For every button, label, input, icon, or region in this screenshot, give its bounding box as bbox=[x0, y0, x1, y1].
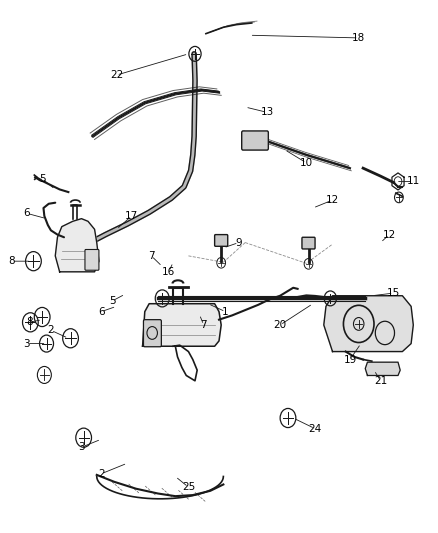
Text: 8: 8 bbox=[8, 256, 15, 266]
Polygon shape bbox=[365, 362, 400, 375]
Text: 3: 3 bbox=[24, 338, 30, 349]
Text: 10: 10 bbox=[300, 158, 313, 168]
Text: 22: 22 bbox=[110, 70, 123, 80]
Text: 7: 7 bbox=[148, 251, 155, 261]
Text: 2: 2 bbox=[98, 469, 104, 479]
Text: 11: 11 bbox=[406, 176, 420, 187]
Text: 6: 6 bbox=[98, 306, 104, 317]
Text: 20: 20 bbox=[274, 320, 287, 330]
FancyBboxPatch shape bbox=[242, 131, 268, 150]
Text: 5: 5 bbox=[39, 174, 46, 184]
Text: 9: 9 bbox=[235, 238, 242, 247]
Text: 5: 5 bbox=[109, 296, 115, 306]
Text: 6: 6 bbox=[24, 208, 30, 219]
Text: 3: 3 bbox=[78, 442, 85, 452]
Text: 18: 18 bbox=[352, 33, 365, 43]
Text: 25: 25 bbox=[182, 482, 195, 492]
Polygon shape bbox=[324, 296, 413, 352]
Text: 16: 16 bbox=[162, 267, 175, 277]
Polygon shape bbox=[55, 219, 99, 272]
FancyBboxPatch shape bbox=[144, 320, 161, 347]
Text: 2: 2 bbox=[48, 325, 54, 335]
Text: 13: 13 bbox=[261, 107, 274, 117]
Text: 24: 24 bbox=[308, 424, 321, 434]
Text: 19: 19 bbox=[343, 354, 357, 365]
Text: 17: 17 bbox=[125, 211, 138, 221]
Text: 12: 12 bbox=[383, 230, 396, 240]
Text: 15: 15 bbox=[387, 288, 400, 298]
Text: 1: 1 bbox=[222, 306, 229, 317]
Text: 21: 21 bbox=[374, 376, 387, 386]
Text: 7: 7 bbox=[201, 320, 207, 330]
Text: 12: 12 bbox=[326, 195, 339, 205]
Polygon shape bbox=[143, 304, 221, 346]
Text: 8: 8 bbox=[26, 317, 32, 327]
FancyBboxPatch shape bbox=[85, 249, 99, 270]
FancyBboxPatch shape bbox=[215, 235, 228, 246]
FancyBboxPatch shape bbox=[302, 237, 315, 249]
